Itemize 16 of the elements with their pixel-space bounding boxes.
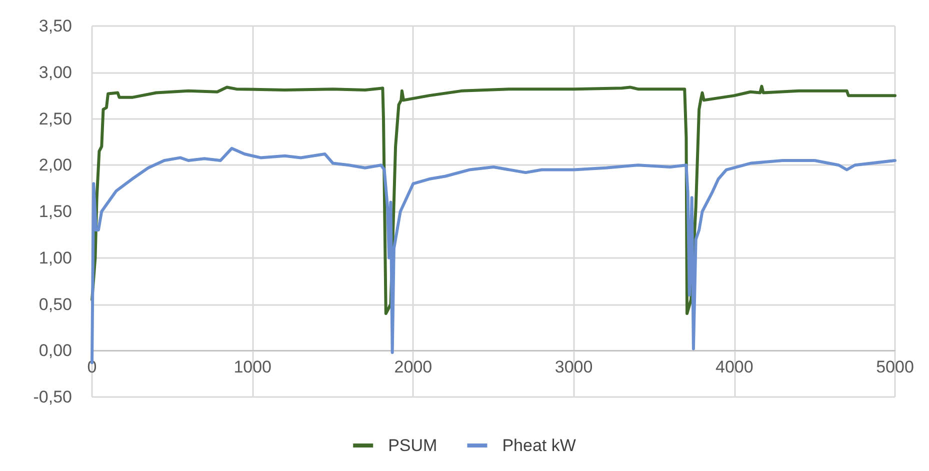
x-tick-label: 2000 xyxy=(394,358,432,377)
legend-label: Pheat kW xyxy=(502,436,576,455)
x-tick-label: 3000 xyxy=(554,358,593,377)
y-tick-label: 0,00 xyxy=(38,341,72,360)
y-tick-label: 0,50 xyxy=(38,294,72,314)
x-tick-label: 4000 xyxy=(715,358,754,377)
y-tick-label: 3,00 xyxy=(38,62,72,82)
y-tick-label: 1,00 xyxy=(38,248,72,268)
y-tick-label: 1,50 xyxy=(38,202,72,221)
legend-label: PSUM xyxy=(388,436,438,455)
y-tick-label: 3,50 xyxy=(38,16,72,36)
y-tick-label: -0,50 xyxy=(33,388,72,406)
x-tick-label: 1000 xyxy=(234,358,272,377)
y-tick-label: 2,50 xyxy=(38,109,72,128)
y-tick-label: 2,00 xyxy=(38,156,72,175)
x-tick-label: 5000 xyxy=(876,358,914,377)
